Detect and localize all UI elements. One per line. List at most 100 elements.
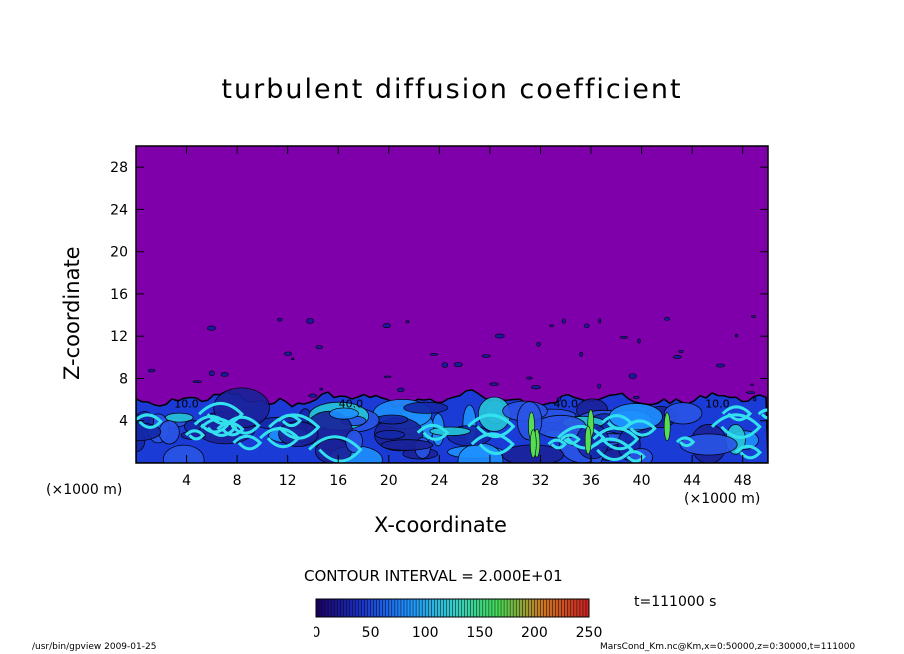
small-patch: [192, 380, 202, 383]
contour-labels: 10.0 40.0 40.0 10.0: [174, 398, 729, 411]
colorbar-stripe: [510, 599, 514, 617]
colorbar-tick-label: 50: [362, 625, 380, 641]
swirl: [416, 423, 450, 441]
colorbar-stripe: [579, 599, 583, 617]
small-patch: [530, 385, 541, 390]
colorbar-stripe: [476, 599, 480, 617]
colorbar-stripe: [349, 599, 353, 617]
contour-interval-text: CONTOUR INTERVAL = 2.000E+01: [304, 567, 563, 585]
x-tick-label: 28: [481, 473, 499, 489]
colorbar-stripe: [455, 599, 459, 617]
small-patch: [429, 353, 438, 356]
colorbar-stripe: [528, 599, 532, 617]
swirl: [587, 437, 634, 461]
colorbar-stripe: [504, 599, 508, 617]
small-patch: [526, 376, 533, 380]
swirl: [675, 436, 696, 448]
y-tick-label: 28: [110, 160, 128, 176]
colorbar-stripe: [440, 599, 444, 617]
small-patch: [441, 362, 449, 368]
colorbar-stripe: [501, 599, 505, 617]
high-value-spot: [529, 429, 537, 459]
colorbar-stripe: [558, 599, 562, 617]
colorbar-tick-label: 150: [466, 625, 493, 641]
colorbar-stripe: [516, 599, 520, 617]
colorbar-stripe: [407, 599, 411, 617]
colorbar-stripe: [534, 599, 538, 617]
colorbar-stripe: [403, 599, 407, 617]
high-value-spot: [584, 425, 592, 455]
colorbar-stripe: [449, 599, 453, 617]
colorbar-stripe: [352, 599, 356, 617]
colorbar-stripe: [540, 599, 544, 617]
swirl: [623, 419, 657, 437]
swirl: [198, 401, 245, 426]
small-patch: [494, 333, 505, 339]
small-patch: [672, 355, 682, 359]
colorbar-stripe: [337, 599, 341, 617]
small-patch: [276, 317, 283, 322]
colorbar-stripe: [397, 599, 401, 617]
small-patch: [481, 354, 491, 358]
x-tick-label: 32: [532, 473, 550, 489]
colorbar-stripe: [464, 599, 468, 617]
small-patch: [584, 323, 590, 329]
colorbar-stripe: [340, 599, 344, 617]
eddy: [679, 433, 738, 456]
small-patch: [383, 375, 392, 378]
small-patch: [597, 383, 601, 389]
x-tick-label: 12: [279, 473, 297, 489]
y-tick-label: 8: [119, 371, 128, 387]
y-tick-label: 20: [110, 245, 128, 261]
contour-label: 40.0: [339, 398, 364, 411]
eddy: [663, 402, 703, 425]
high-value-spot: [663, 412, 671, 441]
contour-label: 10.0: [174, 398, 199, 411]
colorbar-tick-label: 250: [576, 625, 603, 641]
colorbar-stripe: [537, 599, 541, 617]
colorbar-tick-label: 0: [314, 625, 320, 641]
small-patch: [750, 383, 754, 386]
small-patch: [284, 351, 293, 356]
colorbar-stripe: [434, 599, 438, 617]
x-tick-label: 4: [182, 473, 191, 489]
colorbar-stripe: [564, 599, 568, 617]
x-unit-label-left: (×1000 m): [46, 482, 123, 498]
swirl: [734, 444, 763, 460]
x-unit-label-right: (×1000 m): [684, 491, 761, 507]
small-patch: [536, 341, 541, 347]
eddy: [158, 420, 180, 445]
colorbar-stripe: [498, 599, 502, 617]
colorbar-stripe: [361, 599, 365, 617]
colorbar-stripe: [431, 599, 435, 617]
colorbar-stripe: [522, 599, 526, 617]
colorbar-stripe: [573, 599, 577, 617]
colorbar-stripe: [576, 599, 580, 617]
x-tick-label: 40: [633, 473, 651, 489]
swirl: [136, 413, 163, 429]
small-patch: [208, 370, 215, 377]
contour-label: 40.0: [554, 398, 579, 411]
colorbar-stripe: [355, 599, 359, 617]
colorbar-stripe: [482, 599, 486, 617]
footer-program-date: /usr/bin/gpview 2009-01-25: [32, 642, 157, 652]
y-tick-label: 4: [119, 414, 128, 430]
colorbar-stripe: [555, 599, 559, 617]
small-patch: [598, 318, 602, 324]
small-patch: [382, 323, 391, 329]
colorbar-stripe: [467, 599, 471, 617]
swirl: [470, 432, 515, 455]
colorbar-stripe: [328, 599, 332, 617]
colorbar-stripe: [491, 599, 495, 617]
small-patch: [306, 318, 314, 324]
colorbar-stripe: [543, 599, 547, 617]
swirl: [308, 435, 363, 463]
small-patch: [453, 362, 463, 368]
colorbar-stripe: [519, 599, 523, 617]
small-patch: [561, 318, 566, 324]
small-patch: [220, 372, 229, 377]
small-patch: [619, 336, 629, 339]
y-axis: 4 8 12 16 20 24 28: [110, 160, 768, 430]
colorbar-stripe: [552, 599, 556, 617]
